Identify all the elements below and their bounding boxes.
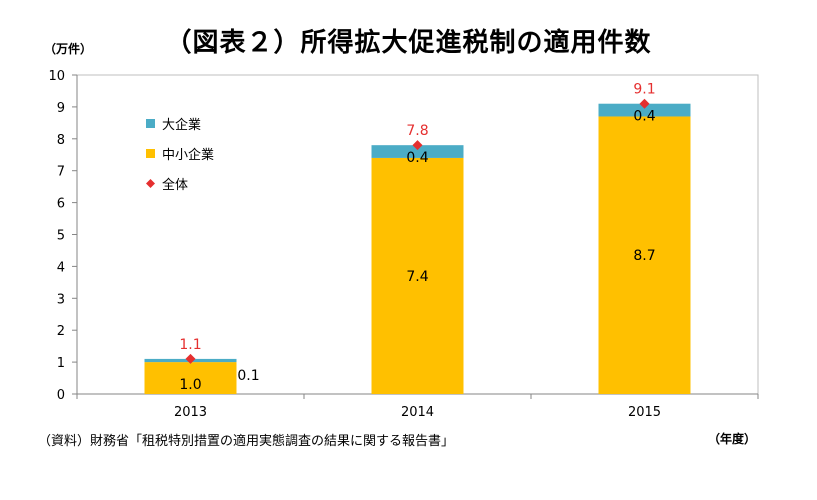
bar-sme-2014 [371, 157, 464, 394]
x-tick-label: 2015 [628, 405, 661, 420]
chart-title: （図表２）所得拡大促進税制の適用件数 [165, 28, 652, 58]
y-tick-label: 6 [57, 197, 65, 212]
data-label-large: 0.4 [406, 150, 428, 166]
y-tick-label: 8 [57, 133, 65, 148]
data-label-total: 1.1 [179, 337, 201, 353]
y-tick-label: 0 [57, 388, 65, 403]
legend-label: 全体 [162, 177, 188, 193]
y-tick-label: 3 [57, 292, 65, 307]
y-tick-label: 10 [48, 69, 65, 84]
x-axis-unit: （年度） [708, 432, 757, 446]
y-tick-label: 5 [57, 229, 65, 244]
y-tick-label: 1 [57, 356, 65, 371]
source-note: （資料）財務省「租税特別措置の適用実態調査の結果に関する報告書」 [38, 434, 455, 449]
data-label-sme: 8.7 [633, 248, 655, 264]
data-label-sme: 7.4 [406, 269, 428, 285]
bar-sme-2015 [598, 116, 691, 394]
total-marker [185, 353, 196, 364]
data-label-large: 0.4 [633, 109, 655, 125]
data-label-total: 9.1 [633, 82, 655, 98]
legend-swatch [146, 179, 155, 188]
data-label-large: 0.1 [237, 368, 259, 384]
legend-swatch [146, 119, 155, 128]
y-axis-unit: （万件） [44, 42, 93, 56]
legend-label: 中小企業 [162, 147, 214, 163]
bar-large-2015 [598, 103, 691, 117]
y-tick-label: 4 [57, 260, 65, 275]
y-tick-label: 7 [57, 165, 65, 180]
bar-sme-2013 [144, 362, 237, 394]
y-tick-label: 9 [57, 101, 65, 116]
x-tick-label: 2014 [401, 405, 434, 420]
data-label-total: 7.8 [406, 123, 428, 139]
legend-label: 大企業 [162, 117, 201, 133]
total-marker [639, 98, 650, 109]
bar-large-2014 [371, 145, 464, 158]
x-tick-label: 2013 [174, 405, 207, 420]
legend-swatch [146, 149, 155, 158]
data-label-sme: 1.0 [179, 377, 201, 393]
total-marker [412, 140, 423, 151]
y-tick-label: 2 [57, 324, 65, 339]
